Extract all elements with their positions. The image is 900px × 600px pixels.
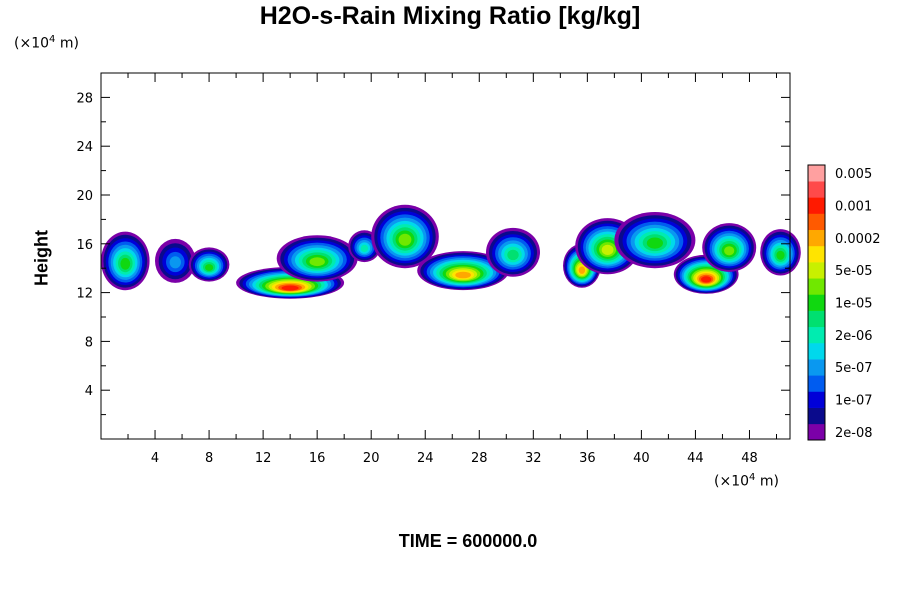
colorbar-label: 0.001: [835, 199, 872, 214]
x-tick-label: 32: [525, 451, 542, 466]
rain-field: [101, 204, 801, 299]
colorbar-swatch: [808, 197, 825, 214]
x-axis-unit: (×104 m): [714, 472, 779, 490]
colorbar-swatch: [808, 423, 825, 441]
rain-cell-f5-level6: [360, 244, 369, 252]
rain-cell-f8-level7: [507, 249, 519, 261]
x-tick-label: 28: [471, 451, 488, 466]
colorbar-label: 1e-05: [835, 297, 873, 312]
colorbar-swatch: [808, 391, 825, 408]
colorbar-label: 2e-08: [835, 426, 873, 441]
x-unit-suffix: m): [755, 473, 779, 490]
y-tick-label: 8: [85, 335, 93, 350]
rain-cell-f6-level9: [398, 233, 412, 246]
colorbar-swatch: [808, 245, 825, 263]
x-tick-label: 20: [363, 451, 380, 466]
x-tick-label: 40: [633, 451, 650, 466]
colorbar-swatch: [808, 407, 825, 425]
y-tick-label: 24: [76, 140, 93, 155]
plot-frame: [100, 72, 791, 440]
rain-cell-f13-level9: [724, 246, 735, 256]
colorbar-swatch: [808, 278, 825, 295]
y-tick-label: 28: [76, 91, 93, 106]
colorbar-frame: [807, 164, 826, 441]
rain-cell-f4-level9: [309, 257, 325, 267]
x-unit-exponent: 4: [749, 472, 756, 483]
colorbar-swatch: [808, 375, 825, 392]
y-unit-exponent: 4: [49, 34, 56, 45]
colorbar-swatch: [808, 229, 825, 247]
colorbar: 2e-08 1e-07 5e-07 2e-06 1e-05 5e-05 0.0002 0.00…: [807, 164, 881, 441]
colorbar-swatch: [808, 359, 825, 376]
x-tick-label: 48: [741, 451, 758, 466]
colorbar-label: 5e-05: [835, 264, 873, 279]
y-axis-unit: (×104 m): [14, 34, 79, 52]
colorbar-swatch: [808, 181, 825, 198]
x-tick-label: 16: [309, 451, 326, 466]
colorbar-swatch: [808, 213, 825, 231]
y-tick-label: 16: [76, 238, 93, 253]
rain-cell-f1-level4: [169, 256, 181, 269]
rain-cell-f0-level8: [120, 257, 131, 270]
colorbar-swatch: [808, 310, 825, 328]
rain-cell-f11-level8: [646, 237, 664, 249]
colorbar-label: 0.0002: [835, 232, 881, 247]
rain-cell-f3-level14: [281, 285, 299, 291]
x-tick-label: 4: [151, 451, 159, 466]
colorbar-label: 5e-07: [835, 361, 873, 376]
colorbar-swatch: [808, 326, 825, 344]
colorbar-label: 2e-06: [835, 329, 873, 344]
x-unit-prefix: (×10: [714, 473, 750, 490]
x-tick-label: 36: [579, 451, 596, 466]
colorbar-swatch: [808, 342, 825, 360]
rain-cell-f2-level8: [205, 264, 214, 271]
time-label: TIME = 600000.0: [398, 531, 538, 551]
chart-title: H2O-s-Rain Mixing Ratio [kg/kg]: [259, 2, 641, 30]
colorbar-swatch: [808, 165, 825, 182]
x-tick-label: 44: [687, 451, 704, 466]
colorbar-label: 0.005: [835, 167, 872, 182]
colorbar-swatch: [808, 294, 825, 311]
colorbar-label: 1e-07: [835, 394, 873, 409]
y-tick-label: 4: [85, 384, 93, 399]
rain-cell-f7-level12: [455, 271, 471, 279]
x-tick-label: 24: [417, 451, 434, 466]
rain-cell-f12-level14: [701, 276, 712, 283]
y-tick-label: 20: [76, 189, 93, 204]
colorbar-swatch: [808, 262, 825, 279]
rain-cell-f9-level12: [578, 266, 586, 274]
y-unit-prefix: (×10: [14, 35, 50, 52]
y-tick-label: 12: [76, 287, 93, 302]
x-tick-label: 12: [255, 451, 272, 466]
y-unit-suffix: m): [55, 35, 79, 52]
rain-cell-f14-level8: [776, 250, 785, 260]
x-tick-label: 8: [205, 451, 213, 466]
rain-cell-f10-level10: [601, 244, 614, 255]
